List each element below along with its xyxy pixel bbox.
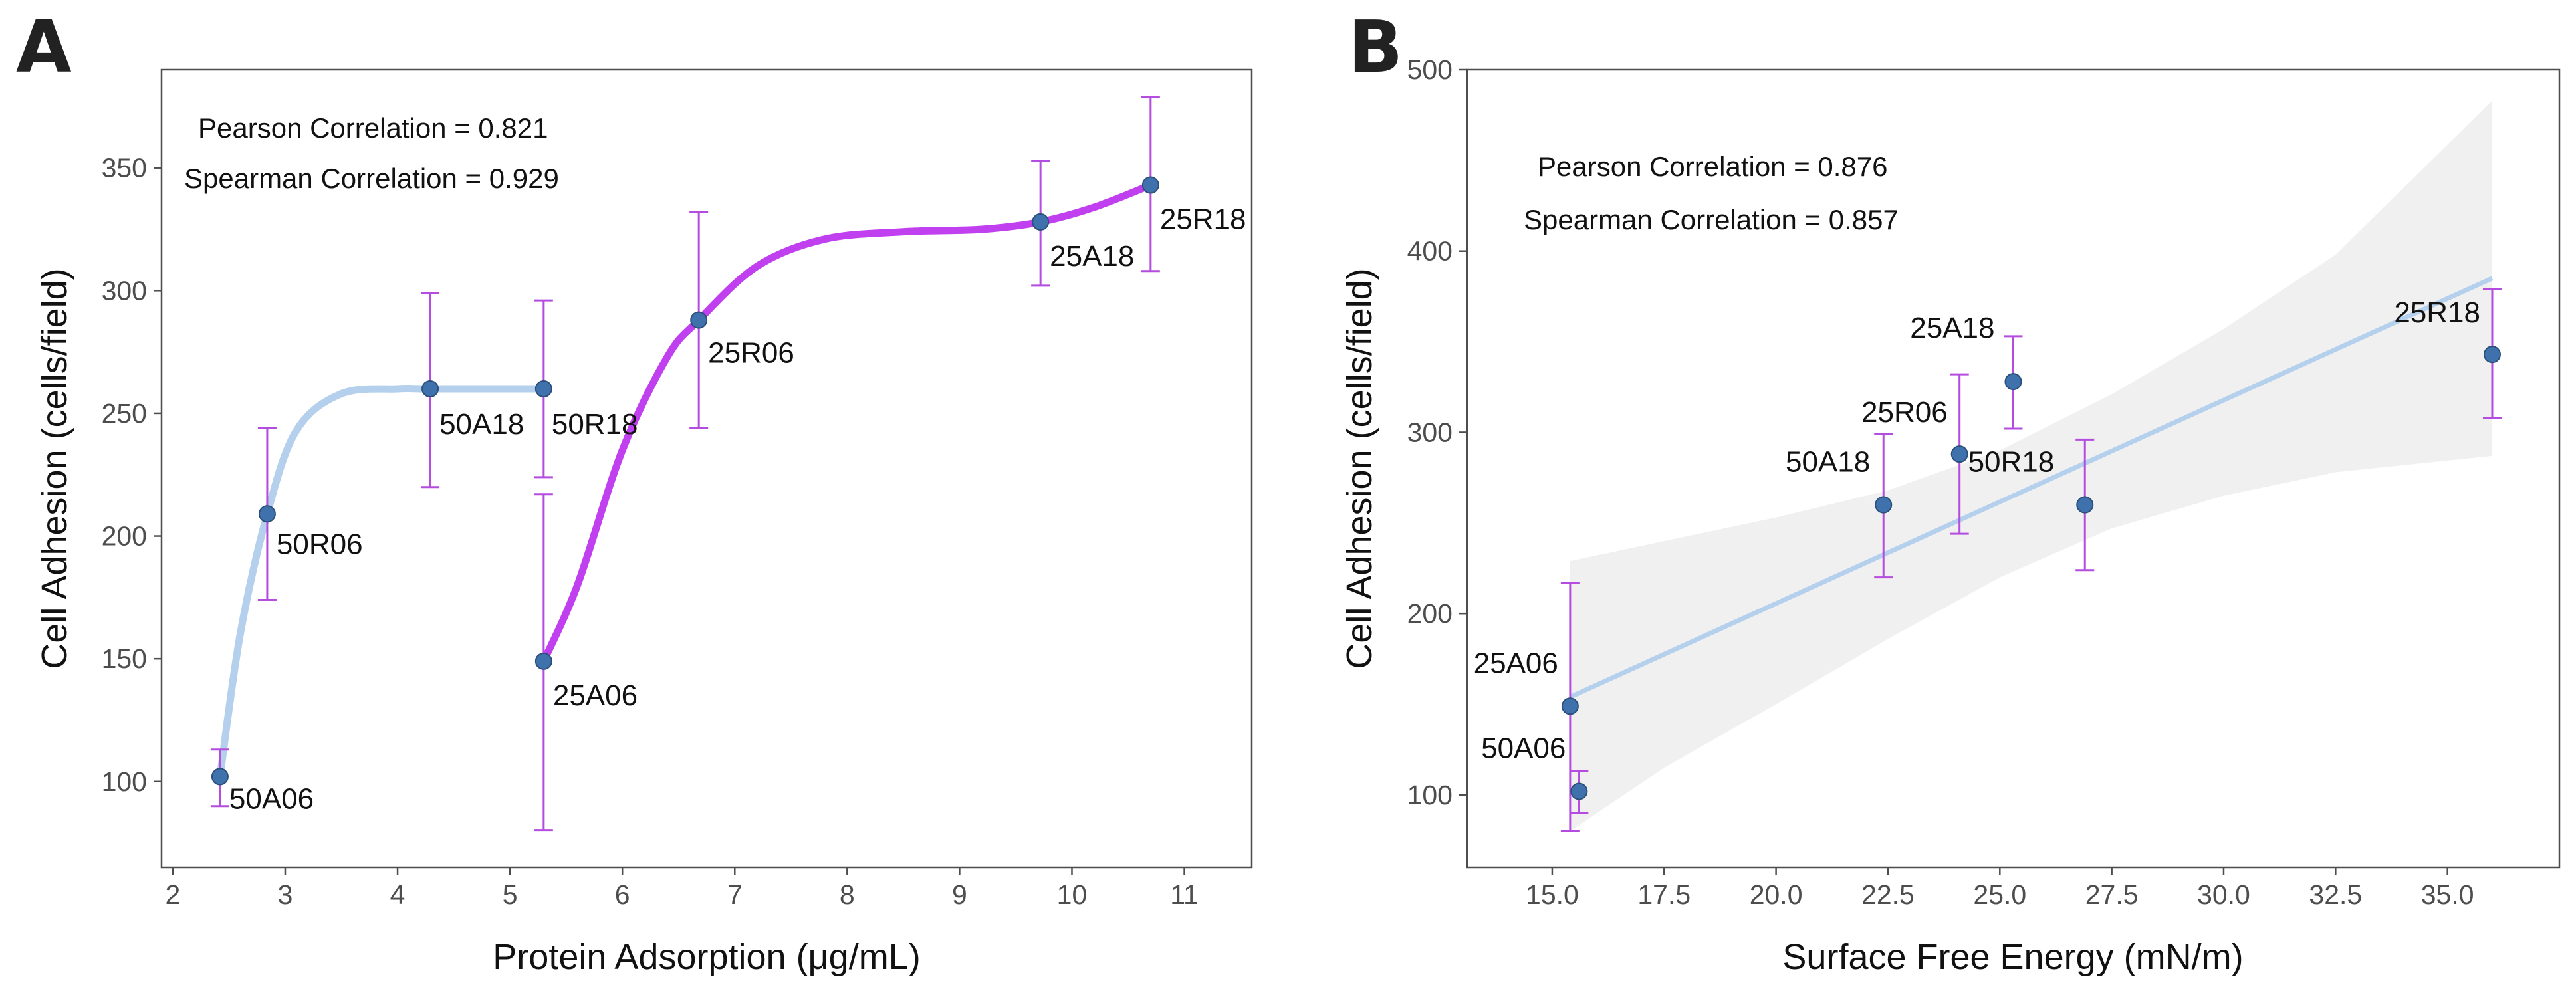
panel-b-points [1561, 346, 2501, 800]
point-label-50A06: 50A06 [1481, 732, 1566, 764]
x-tick-label: 35.0 [2421, 879, 2474, 910]
point-label-50A18: 50A18 [1786, 446, 1870, 479]
y-tick-label: 250 [102, 398, 147, 429]
data-point-25R06 [1950, 445, 1968, 463]
panel-a-spearman-text: Spearman Correlation = 0.929 [184, 163, 559, 194]
y-tick-label: 400 [1407, 236, 1453, 267]
panel-a-y-axis: 100 150 200 250 300 350 [102, 153, 162, 797]
data-point-50R18 [2076, 496, 2094, 514]
data-point-25A18 [2004, 373, 2022, 391]
y-tick-label: 200 [1407, 598, 1453, 629]
x-tick-label: 9 [952, 879, 967, 910]
data-point-25R06 [690, 311, 708, 329]
y-tick-label: 150 [102, 643, 147, 674]
data-point-50A18 [421, 380, 439, 397]
panel-a-trend-curves [216, 181, 1155, 780]
x-tick-label: 7 [727, 879, 743, 910]
data-point-25A06 [1561, 697, 1579, 715]
panel-b-y-axis-title: Cell Adhesion (cells/field) [1340, 268, 1379, 669]
y-tick-label: 500 [1407, 55, 1453, 85]
y-tick-label: 300 [1407, 417, 1453, 447]
panel-b-fit-line [1569, 276, 2494, 699]
x-tick-label: 15.0 [1526, 879, 1579, 910]
trend-curve-50 [216, 384, 548, 780]
data-point-50A18 [1875, 496, 1893, 514]
x-tick-label: 32.5 [2309, 879, 2362, 910]
y-tick-label: 100 [1407, 780, 1453, 810]
data-point-50A06 [211, 768, 229, 786]
panel-b-x-axis-title: Surface Free Energy (mN/m) [1782, 937, 2243, 977]
point-label-25A06: 25A06 [553, 679, 638, 712]
data-point-25A06 [534, 652, 552, 670]
point-label-50R06: 50R06 [277, 528, 363, 560]
data-point-25A18 [1032, 213, 1050, 231]
point-label-50R18: 50R18 [1968, 446, 2055, 479]
x-tick-label: 25.0 [1973, 879, 2026, 910]
x-tick-label: 20.0 [1750, 879, 1803, 910]
x-tick-label: 8 [840, 879, 855, 910]
data-point-50R18 [534, 380, 552, 397]
data-point-25R18 [2483, 346, 2501, 364]
point-label-25R18: 25R18 [2394, 296, 2480, 329]
x-tick-label: 22.5 [1861, 879, 1915, 910]
point-label-50R18: 50R18 [552, 408, 638, 441]
panel-a-letter: A [16, 6, 72, 89]
point-label-25R06: 25R06 [1861, 396, 1948, 429]
panel-b-y-axis: 100 200 300 400 500 [1407, 55, 1467, 810]
panel-b-letter: B [1348, 6, 1403, 89]
y-tick-label: 100 [102, 766, 147, 797]
confidence-band-area [1570, 100, 2492, 831]
point-label-25A18: 25A18 [1050, 240, 1134, 273]
x-tick-label: 27.5 [2085, 879, 2139, 910]
panel-b-pearson-text: Pearson Correlation = 0.876 [1538, 151, 1888, 182]
panel-a-pearson-text: Pearson Correlation = 0.821 [198, 112, 548, 144]
x-tick-label: 10 [1057, 879, 1088, 910]
point-label-25R18: 25R18 [1160, 203, 1246, 236]
x-tick-label: 4 [390, 879, 406, 910]
y-tick-label: 200 [102, 521, 147, 552]
point-label-50A06: 50A06 [229, 782, 314, 815]
x-tick-label: 30.0 [2197, 879, 2250, 910]
panel-a-x-axis-title: Protein Adsorption (μg/mL) [493, 937, 920, 977]
panel-b: B 15.0 17.5 20.0 22.5 25.0 27.5 30.0 32.5 35.0 1… [1340, 6, 2561, 977]
point-label-25A18: 25A18 [1910, 312, 1994, 344]
point-label-50A18: 50A18 [439, 408, 524, 441]
panel-b-plot-frame [1466, 68, 2561, 869]
data-point-50R06 [258, 505, 276, 523]
panel-b-x-axis: 15.0 17.5 20.0 22.5 25.0 27.5 30.0 32.5 35.0 [1526, 867, 2474, 910]
x-tick-label: 3 [278, 879, 293, 910]
panel-a-y-axis-title: Cell Adhesion (cells/field) [35, 268, 74, 669]
panel-a-plot-frame [160, 68, 1253, 869]
data-point-25R18 [1141, 176, 1159, 194]
regression-line [1569, 276, 2494, 699]
panel-b-spearman-text: Spearman Correlation = 0.857 [1524, 204, 1899, 235]
point-label-25R06: 25R06 [708, 337, 794, 370]
x-tick-label: 6 [615, 879, 630, 910]
panel-a-error-bars [210, 96, 1160, 832]
y-tick-label: 300 [102, 275, 147, 306]
x-tick-label: 11 [1170, 879, 1199, 910]
panel-a-x-axis: 2 3 4 5 6 7 8 9 10 11 [166, 867, 1199, 910]
x-tick-label: 17.5 [1637, 879, 1691, 910]
point-label-25A06: 25A06 [1474, 647, 1558, 679]
data-point-50A06 [1570, 782, 1588, 800]
x-tick-label: 2 [166, 879, 181, 910]
panel-a-points [211, 176, 1159, 786]
y-tick-label: 350 [102, 153, 147, 183]
panel-a-point-labels: 50A06 50R06 50A18 50R18 25A06 25R06 25A18 25R18 [229, 203, 1246, 816]
panel-b-confidence-band [1570, 100, 2492, 831]
x-tick-label: 5 [503, 879, 518, 910]
panel-b-point-labels: 50A06 25A06 50A18 25R06 25A18 50R18 25R18 [1474, 296, 2480, 764]
